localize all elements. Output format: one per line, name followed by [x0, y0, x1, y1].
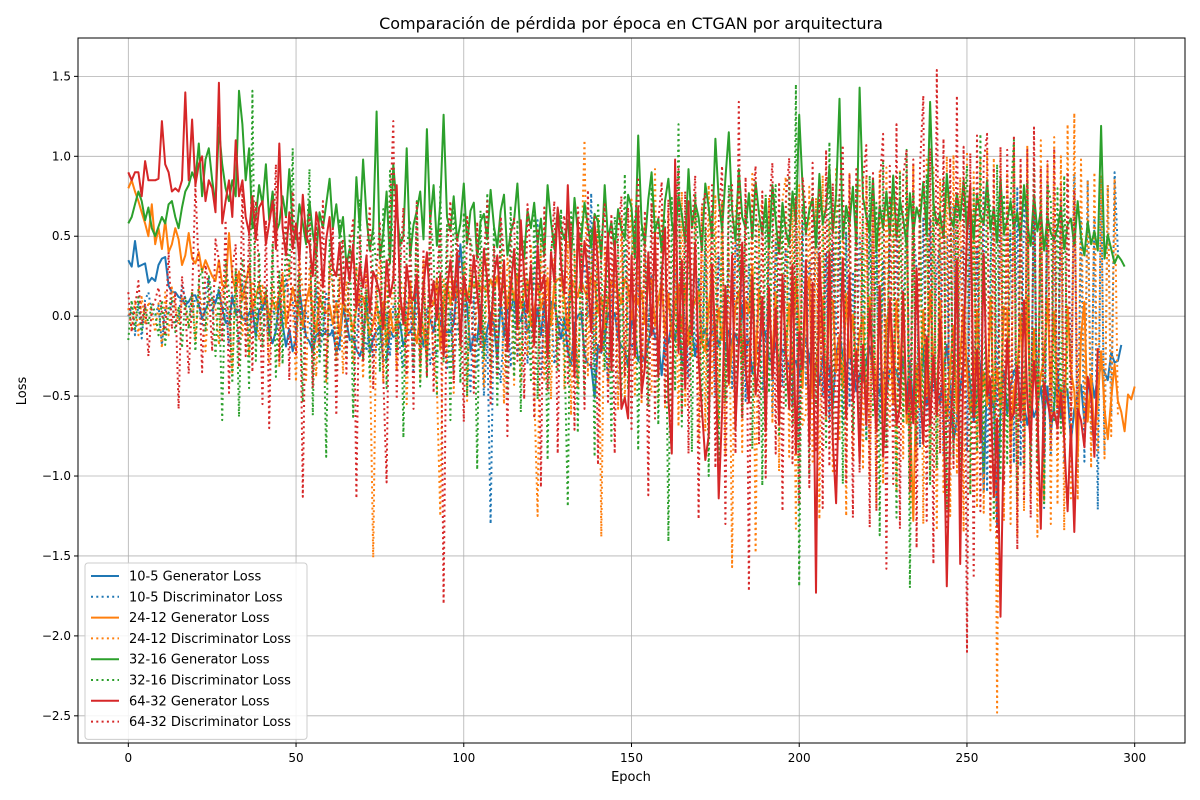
y-tick-label: −0.5: [42, 389, 71, 403]
y-axis-label: Loss: [15, 377, 30, 406]
x-tick-label: 150: [620, 751, 643, 765]
legend-entry-label: 10-5 Generator Loss: [129, 570, 262, 585]
y-axis-ticks: −2.5 −2.0 −1.5 −1.0 −0.5 0.0 0.5 1.0 1.5: [42, 69, 78, 723]
x-tick-label: 100: [452, 751, 475, 765]
x-axis-ticks: 0 50 100 150 200 250 300: [124, 743, 1146, 765]
plot-lines: [127, 69, 1136, 714]
legend-entry-label: 24-12 Discriminator Loss: [129, 632, 291, 647]
x-tick-label: 250: [956, 751, 979, 765]
legend-entry-label: 24-12 Generator Loss: [129, 611, 270, 626]
legend: 10-5 Generator Loss 10-5 Discriminator Lo…: [84, 562, 308, 740]
legend-entry-label: 64-32 Discriminator Loss: [129, 715, 291, 730]
legend-box: [84, 562, 308, 740]
y-tick-label: 0.5: [52, 229, 71, 243]
chart-title: Comparación de pérdida por época en CTGA…: [379, 14, 883, 33]
legend-entry-label: 32-16 Generator Loss: [129, 653, 270, 668]
x-tick-label: 0: [124, 751, 132, 765]
y-tick-label: 0.0: [52, 309, 71, 323]
legend-entry-label: 32-16 Discriminator Loss: [129, 674, 291, 689]
x-tick-label: 50: [288, 751, 303, 765]
series-line-64-32-generator-loss: [127, 81, 1099, 618]
x-tick-label: 300: [1123, 751, 1146, 765]
y-tick-label: −1.0: [42, 469, 71, 483]
y-tick-label: −1.5: [42, 549, 71, 563]
series-line-24-12-discriminator-loss: [127, 112, 1119, 714]
series-line-24-12-generator-loss: [127, 179, 1136, 522]
y-tick-label: −2.5: [42, 709, 71, 723]
x-tick-label: 200: [788, 751, 811, 765]
series-line-64-32-discriminator-loss: [127, 69, 1079, 653]
y-tick-label: 1.5: [52, 69, 71, 83]
legend-entry-label: 64-32 Generator Loss: [129, 694, 270, 709]
y-tick-label: −2.0: [42, 629, 71, 643]
y-tick-label: 1.0: [52, 149, 71, 163]
series-line-10-5-discriminator-loss: [127, 171, 1119, 525]
x-axis-label: Epoch: [611, 770, 651, 785]
legend-entry-label: 10-5 Discriminator Loss: [129, 590, 283, 605]
